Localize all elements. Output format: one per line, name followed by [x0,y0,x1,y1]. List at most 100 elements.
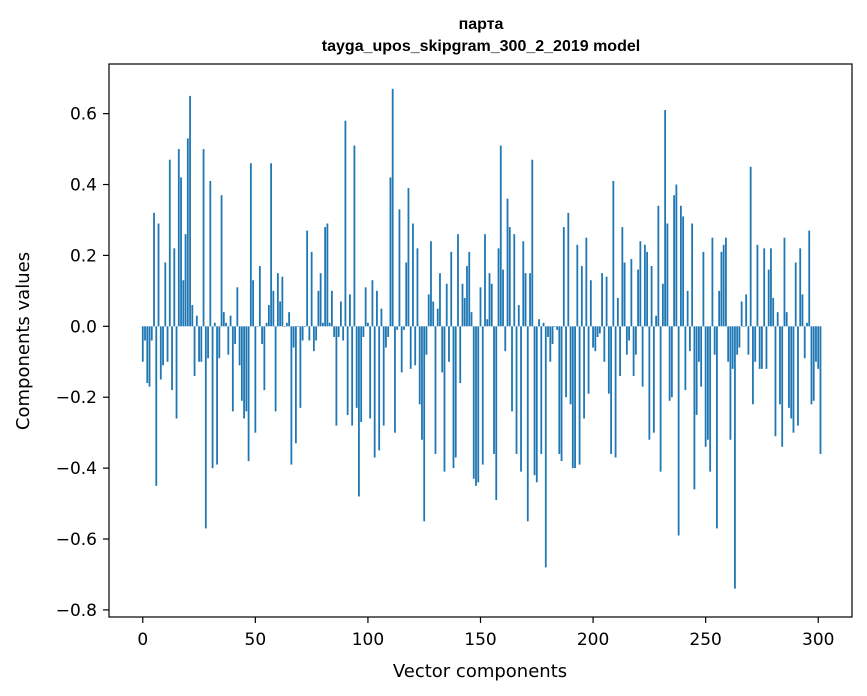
bar [709,326,712,472]
y-tick-label: 0.6 [70,105,97,125]
bar [713,326,716,355]
bar [164,262,167,327]
bar [621,227,624,327]
bar [475,326,477,486]
bar [524,273,527,327]
bar [353,145,356,327]
bar [207,326,209,359]
bar [562,227,565,327]
bar [297,326,300,327]
bar [697,326,700,362]
x-axis-ticks: 0 50 100 150 200 250 300 [137,617,834,650]
bar [623,262,626,327]
bar [162,326,164,366]
bar [148,326,151,387]
bar [175,326,178,419]
bar [716,326,718,529]
bar [495,326,498,501]
bar [220,195,223,327]
bar [785,312,788,327]
bar [202,149,205,327]
bar [767,269,770,327]
bar [324,227,327,327]
bar [657,205,660,327]
bar [306,230,309,327]
bar [391,88,394,327]
bar [736,326,739,355]
bar [727,326,730,362]
bar [276,273,279,327]
bar [493,326,495,454]
bar [189,95,191,327]
bar [560,326,563,462]
bar [234,326,236,345]
bar [299,326,302,408]
bar [776,312,779,327]
bar [360,326,363,423]
bar [808,230,811,327]
x-tick-label: 150 [464,630,496,650]
bar [607,326,610,394]
y-axis-label: Components values [13,252,34,430]
bar [171,326,173,391]
bar [508,227,511,327]
bar [274,326,277,412]
bar [686,290,689,327]
bar [763,248,766,327]
bar [279,301,282,327]
bar [729,326,732,440]
bar [265,322,268,327]
bar [247,326,250,462]
bar [702,251,705,327]
bar [758,326,761,369]
bar [301,326,304,341]
chart-title: парта [459,16,504,33]
bar [517,305,520,327]
bar [774,326,777,437]
bar [718,290,721,327]
bar [770,248,772,327]
bar [619,326,621,376]
bar [328,322,331,327]
bar [330,290,333,327]
bar [466,266,468,327]
bar [551,326,554,345]
bar [594,326,597,352]
bar [254,326,257,433]
bar [634,326,637,355]
bar [571,326,574,469]
bar [625,326,628,355]
bar [637,269,640,327]
bar [738,326,741,348]
bar [463,297,466,327]
bar [430,241,432,327]
x-tick-label: 50 [245,630,267,650]
bar [335,326,338,426]
bar [416,248,419,327]
bar [616,297,619,327]
bar [720,251,723,327]
bar [441,326,444,373]
y-tick-label: −0.8 [56,601,97,621]
bar [504,326,507,352]
bar [434,326,437,454]
bar [801,294,804,327]
bar [308,326,311,341]
bar [659,326,662,472]
bar [337,326,340,337]
bar [326,223,329,327]
bar [227,326,230,355]
bar [141,326,144,362]
bar [790,326,793,419]
bar [648,326,651,440]
y-tick-label: −0.2 [56,388,97,408]
bar [544,326,547,568]
bar [490,283,493,327]
bar [450,251,453,327]
bar [396,326,399,330]
bar [639,241,642,327]
bar [693,326,696,490]
bar [612,180,615,327]
bar [553,326,556,327]
bar [679,205,682,327]
